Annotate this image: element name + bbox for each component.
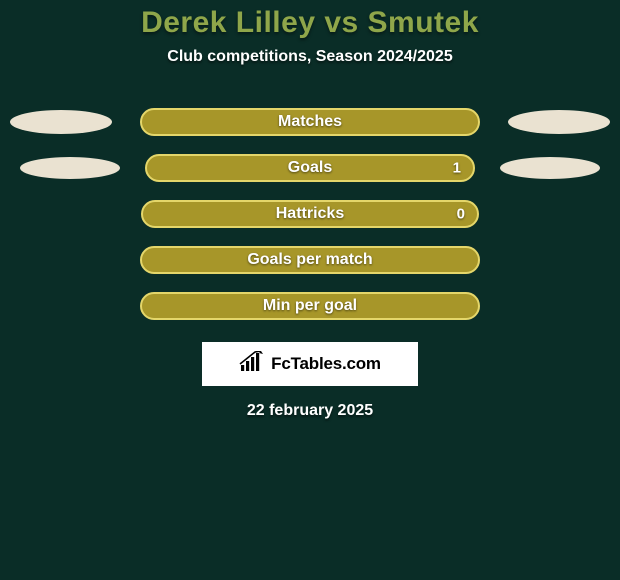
chart-icon	[239, 351, 265, 378]
stat-label: Goals	[288, 159, 332, 177]
stat-bar-hattricks: Hattricks 0	[141, 200, 479, 228]
stat-row-hattricks: Hattricks 0	[0, 200, 620, 228]
stat-row-min-per-goal: Min per goal	[0, 292, 620, 320]
stat-bar-matches: Matches	[140, 108, 480, 136]
logo-text: FcTables.com	[271, 354, 381, 374]
oval-right-goals	[500, 157, 600, 179]
logo-box: FcTables.com	[202, 342, 418, 386]
stat-value: 0	[457, 206, 465, 223]
content-root: Derek Lilley vs Smutek Club competitions…	[0, 0, 620, 580]
stat-value: 1	[453, 160, 461, 177]
stat-bar-goals-per-match: Goals per match	[140, 246, 480, 274]
stat-label: Min per goal	[263, 297, 357, 315]
oval-left-goals	[20, 157, 120, 179]
oval-left-matches	[10, 110, 112, 134]
page-title: Derek Lilley vs Smutek	[141, 6, 479, 40]
stat-label: Hattricks	[276, 205, 344, 223]
stat-row-goals-per-match: Goals per match	[0, 246, 620, 274]
date-text: 22 february 2025	[247, 402, 373, 420]
subtitle: Club competitions, Season 2024/2025	[167, 48, 452, 66]
stat-row-matches: Matches	[0, 108, 620, 136]
stat-rows: Matches Goals 1 Hattricks 0 Goals per ma…	[0, 108, 620, 320]
stat-label: Matches	[278, 113, 342, 131]
stat-bar-goals: Goals 1	[145, 154, 475, 182]
stat-bar-min-per-goal: Min per goal	[140, 292, 480, 320]
oval-right-matches	[508, 110, 610, 134]
stat-label: Goals per match	[247, 251, 372, 269]
stat-row-goals: Goals 1	[0, 154, 620, 182]
